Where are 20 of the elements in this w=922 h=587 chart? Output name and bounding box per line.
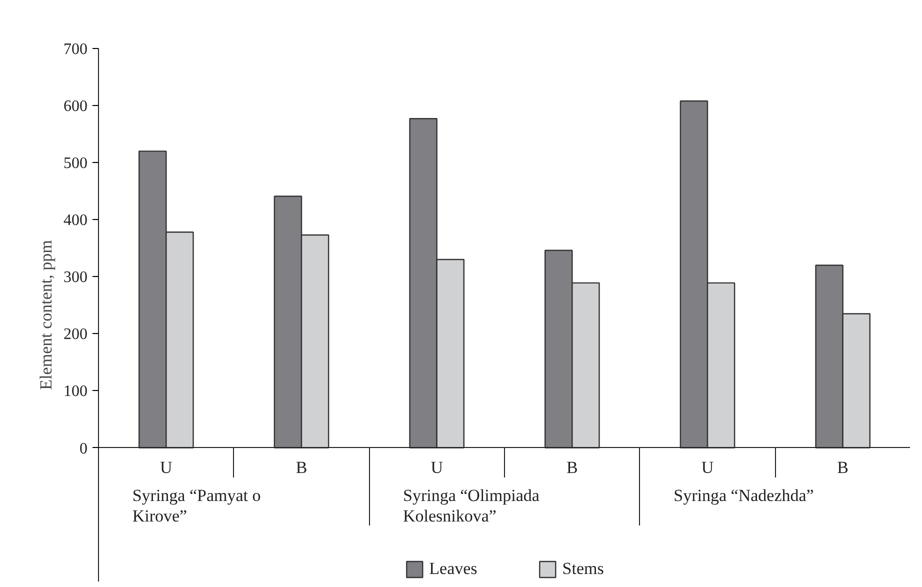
y-tick-label: 500	[64, 155, 88, 172]
y-tick-label: 600	[64, 98, 88, 116]
y-tick-label: 700	[64, 41, 88, 58]
text: Syringa “Pamyat o Kirove”	[132, 486, 261, 526]
x-tick-label: U	[160, 458, 172, 477]
x-tick-label: U	[701, 458, 714, 477]
y-tick-label: 0	[80, 440, 88, 458]
x-tick-label: B	[566, 458, 578, 477]
y-tick-label: 200	[64, 326, 88, 344]
x-tick-label: U	[430, 458, 443, 477]
y-tick-label: 300	[64, 269, 88, 286]
legend-label: Stems	[562, 559, 604, 579]
x-tick-label: B	[296, 458, 308, 477]
y-tick-label: 100	[64, 383, 88, 400]
text: Syringa “Olimpiada Kolesnikova”	[403, 486, 540, 526]
x-tick-label: B	[837, 458, 849, 477]
y-axis-title: Element content, ppm	[36, 240, 56, 390]
text: Syringa “Nadezhda”	[674, 486, 814, 505]
y-tick-label: 400	[64, 212, 88, 230]
legend-label: Leaves	[429, 559, 478, 579]
